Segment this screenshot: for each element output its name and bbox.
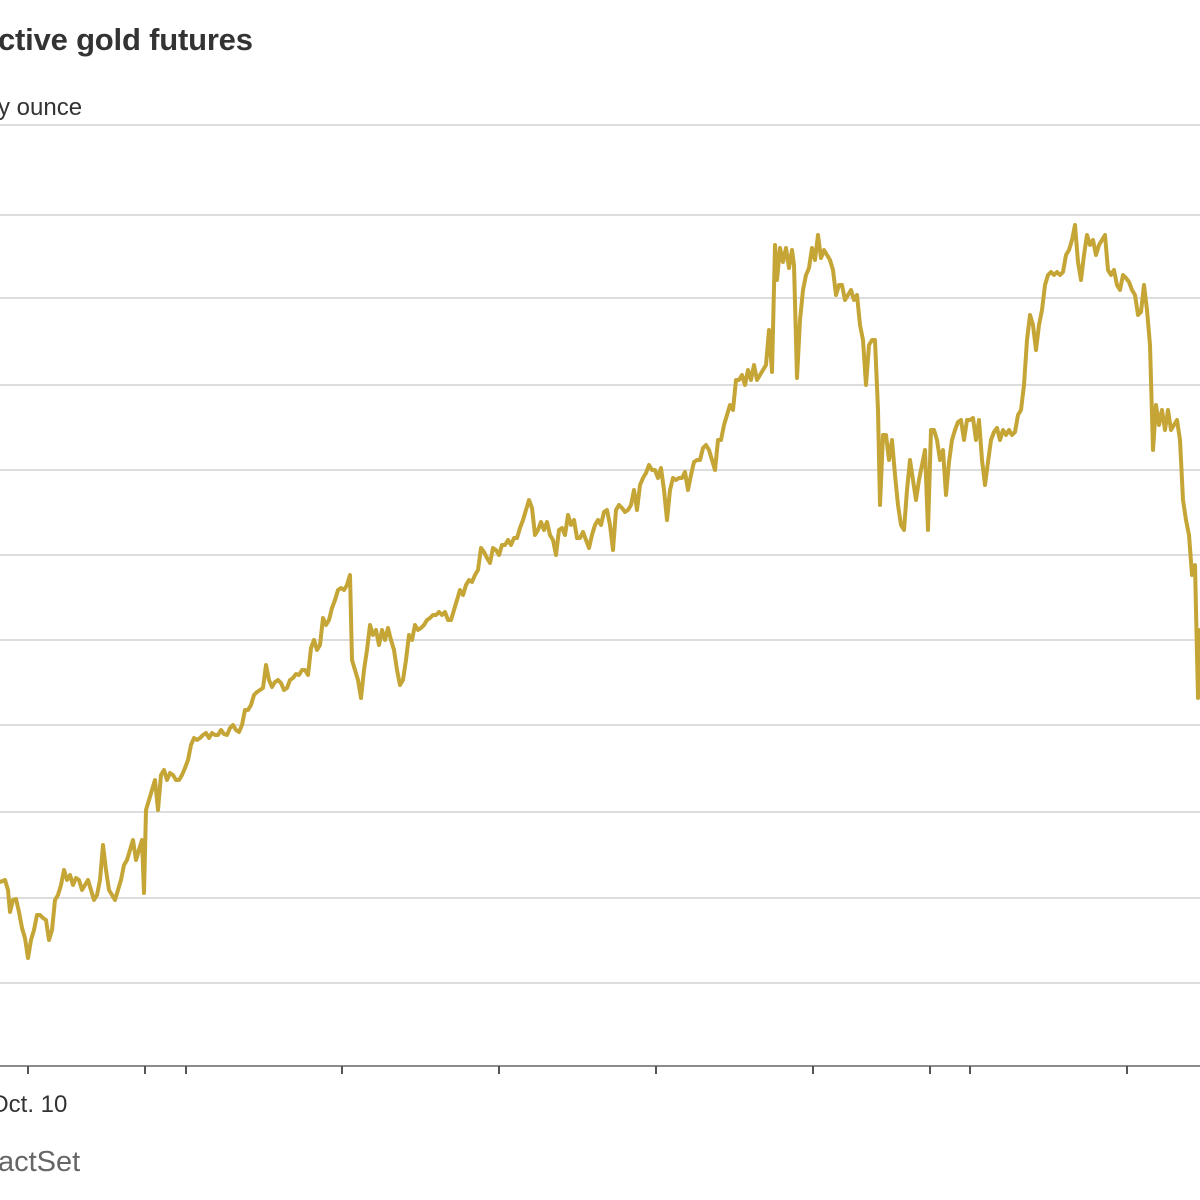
gold-futures-price-line — [0, 223, 1200, 960]
chart-title: ctive gold futures — [0, 22, 253, 57]
series-group — [0, 223, 1200, 960]
source-note: actSet — [0, 1146, 81, 1178]
x-axis-ticks — [27, 1066, 1128, 1074]
x-tick-label: Oct. 10 — [0, 1091, 67, 1118]
gridlines — [0, 124, 1200, 984]
y-axis-unit-label: y ounce — [0, 94, 83, 121]
